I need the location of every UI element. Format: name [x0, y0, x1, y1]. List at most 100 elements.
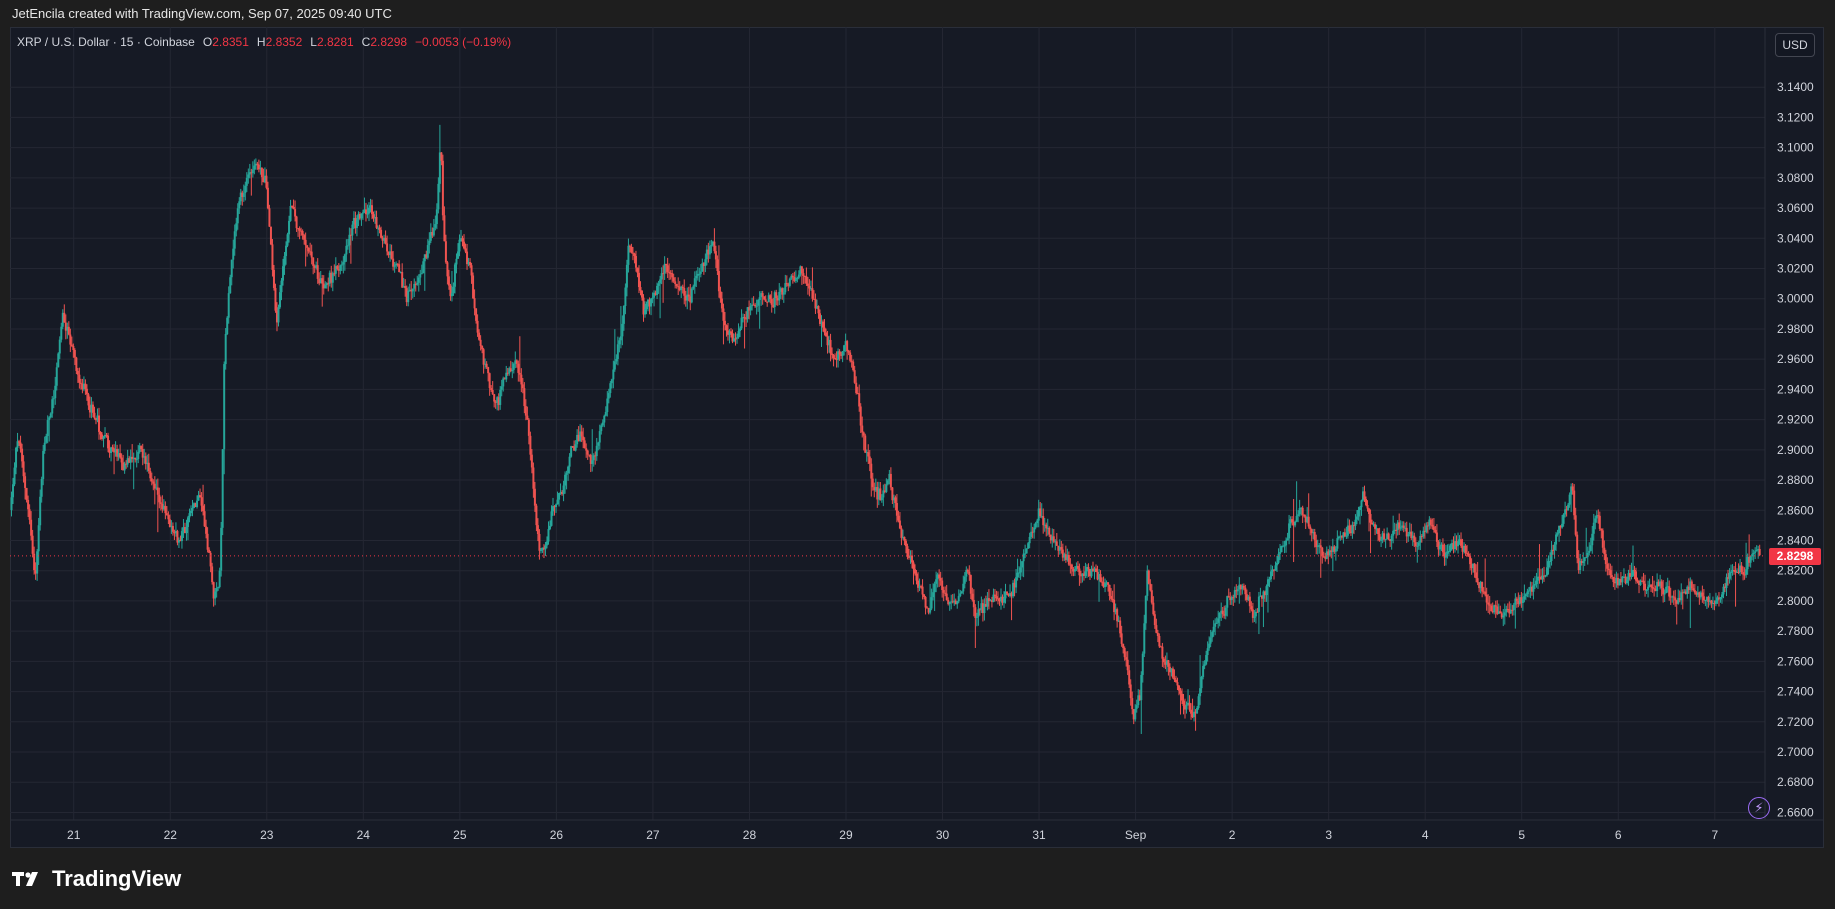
candle-down [542, 547, 545, 550]
candle-up [1440, 544, 1443, 546]
lightning-icon[interactable]: ⚡ [1748, 797, 1770, 819]
candle-down [75, 357, 78, 371]
candle-down [1069, 564, 1072, 566]
candle-up [1286, 538, 1289, 541]
candle-up [453, 264, 456, 287]
candle-up [1294, 521, 1297, 526]
candle-down [702, 263, 705, 267]
currency-button[interactable]: USD [1775, 33, 1815, 57]
candle-down [870, 463, 873, 479]
candle-down [1343, 532, 1346, 537]
candle-up [1570, 486, 1573, 495]
candle-down [1650, 584, 1653, 588]
candle-up [1021, 561, 1024, 568]
candle-down [1340, 536, 1343, 538]
candle-down [1149, 583, 1152, 591]
candle-up [555, 504, 558, 508]
candle-down [1168, 666, 1171, 673]
y-tick-label: 2.8400 [1777, 533, 1814, 547]
candle-up [196, 500, 199, 507]
candle-down [476, 320, 479, 333]
candle-down [743, 317, 746, 319]
candle-down [1039, 508, 1042, 517]
candle-down [111, 447, 114, 449]
candle-down [1383, 533, 1386, 540]
candle-down [72, 345, 75, 350]
candle-up [882, 490, 885, 498]
candle-down [490, 388, 493, 391]
candle-up [174, 531, 177, 534]
candle-up [1269, 571, 1272, 580]
candle-down [1482, 591, 1485, 593]
candle-down [814, 298, 817, 309]
candle-up [285, 245, 288, 257]
candle-down [153, 483, 156, 489]
candle-up [962, 583, 965, 592]
candle-down [275, 310, 278, 323]
tradingview-logo[interactable]: TradingView [12, 866, 181, 892]
candle-down [1484, 591, 1487, 595]
candle-down [996, 598, 999, 600]
candle-up [564, 474, 567, 486]
candle-down [1132, 709, 1135, 720]
candle-down [571, 446, 574, 448]
candle-down [470, 265, 473, 276]
candle-down [785, 283, 788, 285]
candle-up [837, 351, 840, 360]
candle-up [1022, 553, 1025, 562]
last-price-label: 2.8298 [1769, 547, 1821, 565]
candle-down [1402, 525, 1405, 528]
candle-up [245, 177, 248, 186]
candle-down [481, 345, 484, 350]
candle-up [1645, 589, 1648, 591]
symbol-label[interactable]: XRP / U.S. Dollar · 15 · Coinbase [17, 35, 195, 49]
candle-up [1135, 705, 1138, 709]
candle-down [69, 334, 72, 345]
candle-up [657, 283, 660, 286]
candle-up [351, 224, 354, 236]
candle-up [1280, 546, 1283, 553]
candle-up [1550, 549, 1553, 561]
candle-down [1273, 569, 1276, 571]
candle-down [805, 276, 808, 284]
candle-up [369, 205, 372, 208]
candle-down [1319, 545, 1322, 548]
candle-up [1342, 532, 1345, 538]
low-letter: L [310, 35, 317, 49]
candle-down [533, 488, 536, 506]
candle-up [188, 513, 191, 518]
candle-up [230, 259, 233, 278]
candle-down [1494, 605, 1497, 607]
candle-down [1674, 597, 1677, 601]
candle-down [873, 487, 876, 491]
candle-down [822, 321, 825, 328]
candle-up [736, 337, 739, 339]
x-tick-label: 31 [1032, 828, 1046, 842]
candle-up [374, 217, 377, 219]
candle-up [1392, 530, 1395, 536]
candle-up [1276, 562, 1279, 566]
candle-down [327, 283, 330, 285]
candle-down [330, 272, 333, 283]
candle-down [867, 452, 870, 457]
candle-down [776, 298, 779, 301]
candle-down [941, 580, 944, 590]
candle-down [212, 582, 215, 599]
candle-up [1463, 545, 1466, 552]
close-value: 2.8298 [370, 35, 408, 49]
x-tick-label: 6 [1615, 828, 1622, 842]
y-tick-label: 2.7000 [1777, 745, 1814, 759]
candle-down [1348, 525, 1351, 532]
candle-up [102, 436, 105, 440]
candle-up [778, 291, 781, 301]
candle-up [1583, 557, 1586, 562]
candle-up [1454, 541, 1457, 550]
candle-down [1467, 553, 1470, 556]
y-tick-label: 2.9600 [1777, 352, 1814, 366]
candle-up [570, 446, 573, 457]
candle-down [1500, 613, 1503, 618]
candle-down [1654, 589, 1657, 591]
candle-down [485, 363, 488, 368]
candle-up [613, 361, 616, 370]
